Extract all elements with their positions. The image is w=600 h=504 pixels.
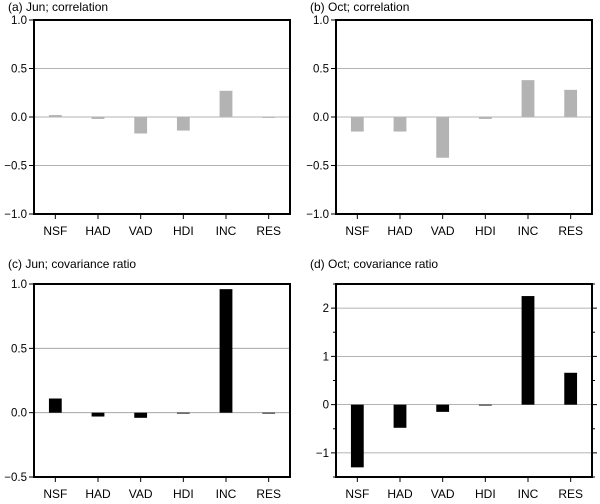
x-tick-label: VAD xyxy=(431,487,455,501)
bar-had xyxy=(393,404,407,428)
y-tick-label: 0.5 xyxy=(313,64,329,76)
bar-res xyxy=(564,89,578,117)
bar-hdi xyxy=(176,117,190,131)
y-tick-label: 0.0 xyxy=(313,112,329,124)
bar-had xyxy=(393,117,407,132)
x-tick-label: VAD xyxy=(431,224,455,238)
x-tick-label: HAD xyxy=(387,224,413,238)
x-tick-label: RES xyxy=(558,487,583,501)
x-tick-label: HAD xyxy=(387,487,413,501)
x-tick-label: NSF xyxy=(345,224,369,238)
y-tick-label: −1 xyxy=(316,448,329,460)
plot-frame xyxy=(33,283,291,478)
x-tick-label: NSF xyxy=(43,487,67,501)
x-tick-label: VAD xyxy=(129,224,153,238)
bar-nsf xyxy=(350,404,364,468)
y-tick-label: −0.5 xyxy=(306,161,329,173)
bar-vad xyxy=(436,117,450,158)
y-tick-label: 1.0 xyxy=(313,15,329,27)
bar-nsf xyxy=(48,115,62,117)
x-tick-label: RES xyxy=(558,224,583,238)
x-tick-label: VAD xyxy=(129,487,153,501)
y-tick-label: 1.0 xyxy=(11,279,27,291)
x-tick-label: RES xyxy=(256,224,281,238)
plot-frame xyxy=(335,283,593,478)
bar-inc xyxy=(521,296,535,405)
y-tick-label: −0.5 xyxy=(4,472,27,484)
y-tick-label: −1.0 xyxy=(4,209,27,221)
bar-vad xyxy=(134,412,148,418)
y-tick-label: −0.5 xyxy=(4,161,27,173)
y-tick-label: 0.0 xyxy=(11,112,27,124)
bar-nsf xyxy=(350,117,364,132)
bar-res xyxy=(262,117,276,118)
x-tick-label: HDI xyxy=(475,487,496,501)
bar-res xyxy=(564,372,578,405)
panel-c-title: (c) Jun; covariance ratio xyxy=(8,257,136,271)
x-tick-label: INC xyxy=(518,487,539,501)
y-tick-label: 0.5 xyxy=(11,343,27,355)
x-tick-label: NSF xyxy=(345,487,369,501)
bar-vad xyxy=(436,404,450,412)
panel-a: (a) Jun; correlation −1.0 −0.5 0.0 0.5 1.0 NS… xyxy=(4,0,291,238)
y-tick-label: −1.0 xyxy=(306,209,329,221)
y-tick-label: 2 xyxy=(323,303,329,315)
x-tick-label: HDI xyxy=(173,224,194,238)
x-tick-label: RES xyxy=(256,487,281,501)
panel-d: (d) Oct; covariance ratio −1 0 1 2 NSF HAD VAD… xyxy=(310,257,597,501)
y-tick-label: 0 xyxy=(323,400,329,412)
bar-vad xyxy=(134,117,148,134)
bar-hdi xyxy=(176,412,190,414)
x-tick-label: HAD xyxy=(85,224,111,238)
x-tick-label: INC xyxy=(216,487,237,501)
panel-b: (b) Oct; correlation −1.0 −0.5 0.0 0.5 1.0 NS… xyxy=(306,0,593,238)
bar-inc xyxy=(219,90,233,117)
x-tick-label: HAD xyxy=(85,487,111,501)
bar-hdi xyxy=(478,117,492,119)
bar-hdi xyxy=(478,404,492,406)
y-tick-label: 0.0 xyxy=(11,408,27,420)
bar-had xyxy=(91,412,105,417)
bar-had xyxy=(91,117,105,119)
panel-d-title: (d) Oct; covariance ratio xyxy=(310,257,438,271)
panel-b-title: (b) Oct; correlation xyxy=(310,0,409,14)
x-tick-label: HDI xyxy=(475,224,496,238)
y-tick-label: 1 xyxy=(323,351,329,363)
x-tick-label: INC xyxy=(518,224,539,238)
x-tick-label: HDI xyxy=(173,487,194,501)
bar-inc xyxy=(521,80,535,117)
panel-a-title: (a) Jun; correlation xyxy=(8,0,108,14)
y-tick-label: 0.5 xyxy=(11,64,27,76)
panel-c: (c) Jun; covariance ratio −0.5 0.0 0.5 1.0 N… xyxy=(4,257,291,501)
x-tick-label: INC xyxy=(216,224,237,238)
bar-nsf xyxy=(48,398,62,413)
bar-inc xyxy=(219,289,233,413)
bar-res xyxy=(262,412,276,414)
y-tick-label: 1.0 xyxy=(11,15,27,27)
x-tick-label: NSF xyxy=(43,224,67,238)
